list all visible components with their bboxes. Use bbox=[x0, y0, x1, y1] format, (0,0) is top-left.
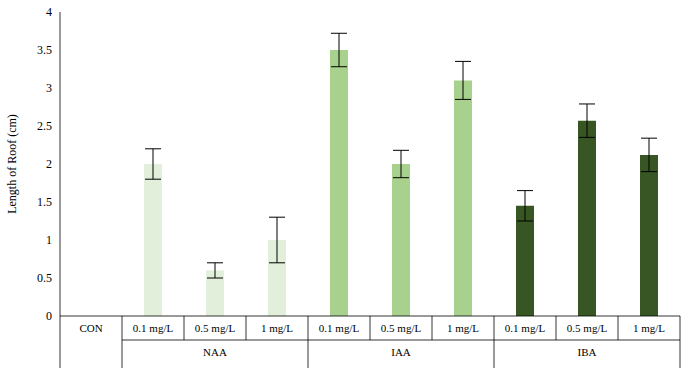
svg-text:4: 4 bbox=[46, 5, 52, 19]
svg-text:1 mg/L: 1 mg/L bbox=[261, 322, 293, 334]
svg-text:1.5: 1.5 bbox=[37, 195, 52, 209]
svg-text:0: 0 bbox=[46, 309, 52, 323]
svg-text:IAA: IAA bbox=[391, 346, 411, 358]
svg-text:CON: CON bbox=[79, 322, 102, 334]
svg-text:IBA: IBA bbox=[578, 346, 597, 358]
svg-text:0.5 mg/L: 0.5 mg/L bbox=[195, 322, 236, 334]
svg-text:1 mg/L: 1 mg/L bbox=[633, 322, 665, 334]
svg-text:0.5 mg/L: 0.5 mg/L bbox=[567, 322, 608, 334]
svg-text:2.5: 2.5 bbox=[37, 119, 52, 133]
svg-text:2: 2 bbox=[46, 157, 52, 171]
svg-text:0.1 mg/L: 0.1 mg/L bbox=[505, 322, 546, 334]
svg-text:0.1 mg/L: 0.1 mg/L bbox=[319, 322, 360, 334]
svg-text:3: 3 bbox=[46, 81, 52, 95]
svg-text:0.1 mg/L: 0.1 mg/L bbox=[133, 322, 174, 334]
svg-text:1: 1 bbox=[46, 233, 52, 247]
svg-text:3.5: 3.5 bbox=[37, 43, 52, 57]
svg-text:Length of Roof (cm): Length of Roof (cm) bbox=[8, 114, 19, 214]
svg-text:0.5: 0.5 bbox=[37, 271, 52, 285]
svg-text:1 mg/L: 1 mg/L bbox=[447, 322, 479, 334]
svg-text:0.5 mg/L: 0.5 mg/L bbox=[381, 322, 422, 334]
svg-text:NAA: NAA bbox=[203, 346, 227, 358]
